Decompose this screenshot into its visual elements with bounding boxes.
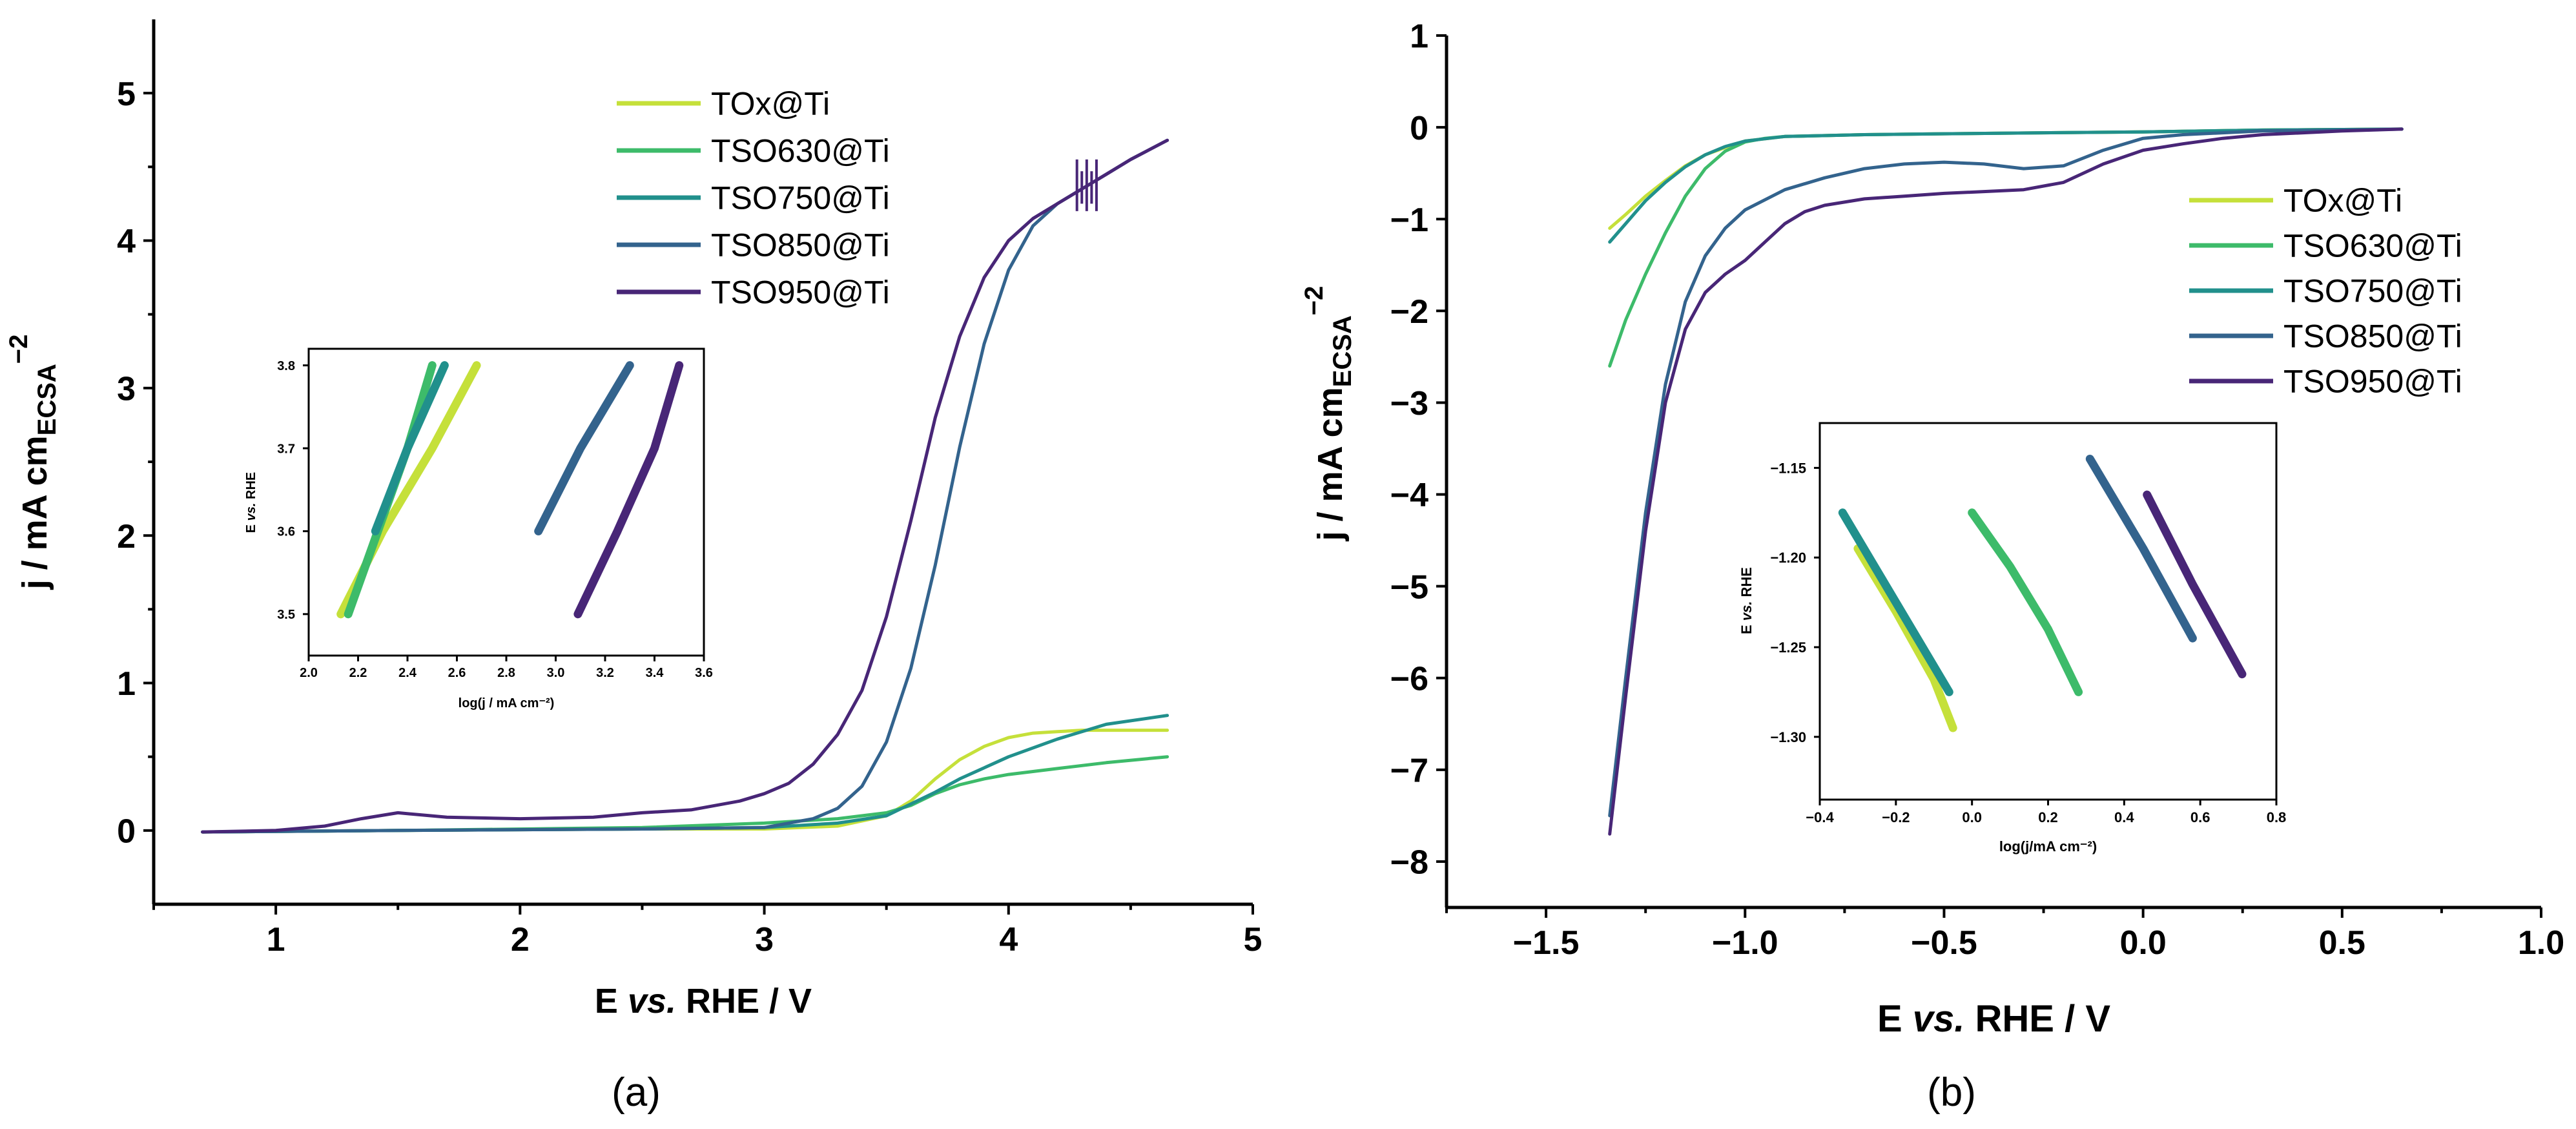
- panel-b-legend: TOx@Ti TSO630@Ti TSO750@Ti TSO850@Ti TSO950@…: [2189, 183, 2462, 400]
- panel-b-inset-y-tick-label: −1.30: [1770, 729, 1806, 745]
- panel-a-y-tick-label: 3: [117, 371, 136, 408]
- panel-b-y-tick-label: −3: [1390, 385, 1428, 422]
- panel-b-inset-series-tso750-ti: [1838, 508, 1953, 696]
- panel-a-inset-x-tick-label: 2.6: [448, 666, 466, 680]
- panel-a-inset-x-tick-label: 2.4: [398, 666, 417, 680]
- panel-b-x-tick-label: −1.0: [1712, 924, 1778, 962]
- panel-a-inset-x-axis-label: log(j / mA cm⁻²): [459, 696, 555, 710]
- panel-a-y-tick-label: 0: [117, 813, 136, 851]
- panel-b-y-tick-label: −1: [1390, 202, 1428, 239]
- panel-a-series-tox-ti: [201, 729, 1170, 834]
- panel-a-inset-y-tick-label: 3.6: [277, 525, 295, 539]
- panel-b-y-tick-label: −2: [1390, 293, 1428, 331]
- panel-b-inset-x-tick-label: −0.4: [1806, 809, 1834, 825]
- panel-b-x-tick-label: −0.5: [1911, 924, 1977, 962]
- panel-b-inset-x-tick-label: −0.2: [1882, 809, 1910, 825]
- panel-a-inset-x-tick-label: 3.6: [695, 666, 713, 680]
- panel-a-y-tick-label: 2: [117, 518, 136, 555]
- panel-a-y-axis-label: j / mA cmECSA−2: [5, 335, 61, 590]
- panel-a-legend-label: TSO630@Ti: [711, 133, 890, 169]
- panel-a-x-tick-label: 4: [999, 921, 1018, 958]
- panel-b-x-axis-label: E vs. RHE / V: [1877, 998, 2110, 1040]
- panel-a-legend-label: TOx@Ti: [711, 86, 830, 122]
- panel-b: −1.5 −1.0 −0.5 0.0 0.5 1.0 1 0 −1 −2 −3 −4 −5 −6 −7 −8 E…: [1300, 18, 2564, 1040]
- panel-b-legend-label: TSO950@Ti: [2283, 364, 2462, 400]
- panel-a-inset-frame: [307, 347, 705, 657]
- panel-a-x-tick-label: 1: [267, 921, 285, 958]
- panel-b-y-tick-label: 0: [1410, 110, 1428, 147]
- panel-b-series-tso850-ti: [1608, 127, 2404, 818]
- panel-a-inset-x-tick-label: 3.4: [646, 666, 665, 680]
- panel-b-x-tick-label: −1.5: [1513, 924, 1580, 962]
- panel-b-inset-y-tick-label: −1.25: [1770, 639, 1806, 656]
- panel-b-inset-x-tick-label: 0.0: [1962, 809, 1982, 825]
- panel-b-legend-label: TOx@Ti: [2283, 183, 2402, 219]
- panel-b-inset-series-tso850-ti: [2085, 455, 2197, 643]
- panel-a-y-tick-label: 1: [117, 665, 136, 703]
- panel-b-inset-x-tick-label: 0.8: [2267, 809, 2287, 825]
- panel-a-axes: 1 2 3 4 5 0 1 2 3 4 5: [117, 19, 1262, 958]
- panel-a-inset-y-tick-label: 3.5: [277, 608, 295, 622]
- panel-a-inset-y-tick-label: 3.7: [277, 442, 295, 456]
- panel-b-inset-x-axis-label: log(j/mA cm⁻²): [1999, 838, 2097, 855]
- panel-a-x-axis-label: E vs. RHE / V: [595, 982, 812, 1020]
- panel-b-y-tick-label: −8: [1390, 844, 1428, 882]
- panel-a-inset-x-tick-label: 3.0: [547, 666, 565, 680]
- panel-b-series-tso950-ti: [1608, 127, 2404, 836]
- panel-a-y-tick-label: 5: [117, 76, 136, 113]
- panel-b-inset-axes: −0.4 −0.2 0.0 0.2 0.4 0.6 0.8 −1.15 −1.20 −1.25 −1…: [1770, 422, 2287, 825]
- panel-b-legend-label: TSO750@Ti: [2283, 273, 2462, 309]
- panel-a-x-tick-label: 5: [1244, 921, 1262, 958]
- panel-a-legend-label: TSO950@Ti: [711, 274, 890, 311]
- panel-b-y-tick-label: −6: [1390, 660, 1428, 698]
- panel-b-y-tick-label: −4: [1390, 477, 1428, 514]
- panel-a-legend: TOx@Ti TSO630@Ti TSO750@Ti TSO850@Ti TSO950@…: [617, 86, 890, 311]
- panel-a-inset-series-tso950-ti: [573, 361, 684, 619]
- panel-b-axes: −1.5 −1.0 −0.5 0.0 0.5 1.0 1 0 −1 −2 −3 −4 −5 −6 −7 −8: [1390, 18, 2564, 962]
- panel-a-inset-series-tso750-ti: [371, 361, 449, 535]
- panel-b-y-tick-label: 1: [1410, 18, 1428, 56]
- panel-b-legend-label: TSO850@Ti: [2283, 318, 2462, 355]
- panel-a-caption: (a): [612, 1070, 661, 1115]
- panel-a-inset-x-tick-label: 3.2: [596, 666, 614, 680]
- panel-a-inset-x-tick-label: 2.0: [300, 666, 318, 680]
- panel-b-inset-series-tso950-ti: [2143, 490, 2247, 679]
- panel-a-series-tso950-ti: [201, 138, 1170, 834]
- panel-b-series-tso750-ti: [1608, 127, 2404, 244]
- panel-b-legend-label: TSO630@Ti: [2283, 228, 2462, 264]
- panel-b-caption: (b): [1927, 1070, 1976, 1115]
- panel-b-y-tick-label: −7: [1390, 752, 1428, 790]
- panel-b-y-axis-label: j / mA cmECSA−2: [1300, 286, 1357, 542]
- panel-a-x-tick-label: 2: [511, 921, 530, 958]
- panel-b-inset-x-tick-label: 0.6: [2190, 809, 2210, 825]
- panel-b-x-tick-label: 1.0: [2518, 924, 2564, 962]
- panel-a-legend-label: TSO750@Ti: [711, 180, 890, 216]
- panel-a-inset-x-tick-label: 2.8: [497, 666, 515, 680]
- panel-a-inset-series-tso850-ti: [534, 361, 634, 535]
- panel-a: 1 2 3 4 5 0 1 2 3 4 5 E vs. RHE / V j / mA cmECSA−2 T…: [5, 19, 1262, 1020]
- panel-b-inset-y-tick-label: −1.15: [1770, 460, 1806, 476]
- panel-a-x-tick-label: 3: [755, 921, 774, 958]
- panel-b-inset-x-tick-label: 0.2: [2038, 809, 2058, 825]
- panel-b-inset-y-tick-label: −1.20: [1770, 550, 1806, 566]
- panel-b-inset-y-axis-label: E vs. RHE: [1738, 567, 1755, 634]
- panel-b-x-tick-label: 0.5: [2319, 924, 2365, 962]
- panel-a-inset-y-tick-label: 3.8: [277, 359, 295, 373]
- panel-a-legend-label: TSO850@Ti: [711, 227, 890, 264]
- panel-b-inset-series-tox-ti: [1853, 544, 1957, 732]
- panel-a-inset-axes: 2.0 2.2 2.4 2.6 2.8 3.0 3.2 3.4 3.6 3.5 3.6 3.7 3.8: [277, 347, 713, 680]
- panel-b-inset-x-tick-label: 0.4: [2114, 809, 2134, 825]
- panel-a-inset-y-axis-label: E vs. RHE: [244, 472, 258, 533]
- panel-b-x-tick-label: 0.0: [2119, 924, 2166, 962]
- panel-b-y-tick-label: −5: [1390, 568, 1428, 606]
- panel-b-inset-series-tso630-ti: [1968, 508, 2083, 696]
- panel-a-inset-x-tick-label: 2.2: [349, 666, 367, 680]
- panel-a-y-tick-label: 4: [117, 223, 136, 260]
